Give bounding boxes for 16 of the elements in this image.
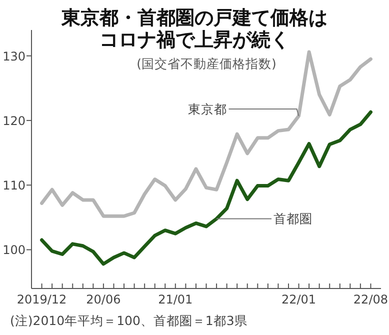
annotation: 東京都 [188, 101, 300, 116]
text: (国交省不動産価格指数) [136, 56, 276, 71]
x-tick-label: 22/08 [353, 292, 388, 306]
y-tick-label: 110 [2, 178, 26, 193]
text: (注)2010年平均＝100、首都圏＝1都3県 [10, 313, 248, 328]
x-tick-label: 2019/12 [16, 292, 67, 306]
x-tick-label: 21/01 [158, 292, 193, 306]
annotation: 東京都 [188, 101, 227, 116]
x-tick-label: 20/06 [86, 292, 121, 306]
chart-title: 東京都・首都圏の戸建て価格はコロナ禍で上昇が続く [60, 7, 328, 51]
x-tick-label: 22/01 [281, 292, 316, 306]
y-tick-label: 100 [2, 243, 26, 258]
annotation: 首都圏 [216, 211, 313, 226]
annotation: 首都圏 [274, 211, 313, 226]
y-tick-label: 130 [2, 49, 26, 64]
y-tick-label: 120 [2, 114, 26, 128]
